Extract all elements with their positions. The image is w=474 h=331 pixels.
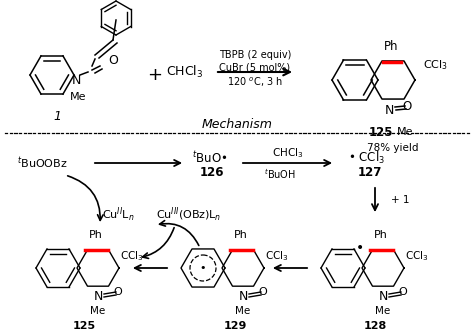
Text: O: O — [259, 287, 267, 297]
Text: Me: Me — [375, 306, 391, 316]
Text: Me: Me — [91, 306, 106, 316]
Text: CuBr (5 mol%): CuBr (5 mol%) — [219, 63, 291, 73]
Text: 126: 126 — [200, 166, 224, 178]
Text: N: N — [93, 290, 103, 303]
Text: $^t$BuOOBz: $^t$BuOOBz — [17, 155, 67, 171]
Text: CHCl$_3$: CHCl$_3$ — [166, 64, 204, 80]
Text: 125: 125 — [73, 321, 96, 331]
Text: Ph: Ph — [234, 230, 248, 240]
Text: 78% yield: 78% yield — [367, 143, 419, 153]
Text: Ph: Ph — [374, 230, 388, 240]
Text: Me: Me — [70, 92, 86, 102]
Text: Mechanism: Mechanism — [201, 118, 273, 131]
Text: CCl$_3$: CCl$_3$ — [422, 58, 447, 72]
Text: $^t$BuO•: $^t$BuO• — [192, 150, 228, 166]
Text: Cu$^{II}$L$_n$: Cu$^{II}$L$_n$ — [102, 206, 134, 224]
Text: 129: 129 — [223, 321, 246, 331]
Text: O: O — [399, 287, 407, 297]
Text: •: • — [356, 241, 364, 255]
Text: + 1: + 1 — [391, 195, 409, 205]
Text: N: N — [378, 290, 388, 303]
Text: Ph: Ph — [89, 230, 103, 240]
Text: CCl$_3$: CCl$_3$ — [405, 249, 429, 263]
Text: CCl$_3$: CCl$_3$ — [265, 249, 289, 263]
Text: N: N — [71, 74, 81, 87]
Text: 125: 125 — [369, 125, 393, 138]
Text: O: O — [402, 100, 411, 113]
Text: 127: 127 — [358, 166, 382, 178]
Text: O: O — [114, 287, 122, 297]
Text: CCl$_3$: CCl$_3$ — [120, 249, 144, 263]
Text: Cu$^{III}$(OBz)L$_n$: Cu$^{III}$(OBz)L$_n$ — [155, 206, 220, 224]
Text: O: O — [108, 54, 118, 67]
Text: TBPB (2 equiv): TBPB (2 equiv) — [219, 50, 291, 60]
Text: N: N — [238, 290, 248, 303]
Text: CHCl$_3$: CHCl$_3$ — [273, 146, 304, 160]
Text: 128: 128 — [364, 321, 387, 331]
Text: +: + — [147, 66, 163, 84]
Text: $^t$BuOH: $^t$BuOH — [264, 167, 296, 181]
Text: 120 $^o$C, 3 h: 120 $^o$C, 3 h — [227, 75, 283, 89]
Text: Me: Me — [397, 127, 413, 137]
Text: 1: 1 — [53, 111, 61, 123]
Text: • CCl$_3$: • CCl$_3$ — [347, 150, 384, 166]
Text: Me: Me — [236, 306, 251, 316]
Text: N: N — [384, 104, 394, 117]
Text: Ph: Ph — [384, 39, 398, 53]
Text: •: • — [200, 263, 206, 273]
